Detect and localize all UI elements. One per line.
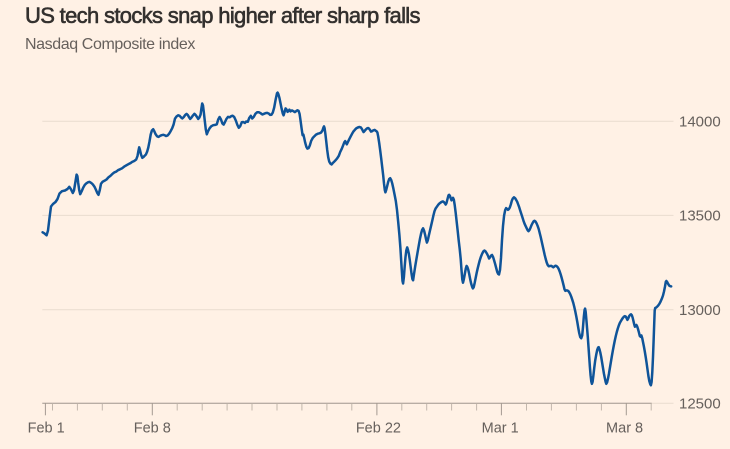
svg-text:Feb 8: Feb 8	[134, 420, 171, 436]
svg-text:Feb 1: Feb 1	[28, 420, 65, 436]
svg-text:Feb 22: Feb 22	[356, 420, 401, 436]
svg-text:14000: 14000	[679, 114, 721, 131]
svg-text:Mar 8: Mar 8	[606, 420, 643, 436]
svg-text:Mar 1: Mar 1	[482, 420, 519, 436]
svg-text:13500: 13500	[679, 208, 721, 225]
svg-text:13000: 13000	[679, 302, 721, 319]
svg-text:12500: 12500	[679, 396, 721, 413]
